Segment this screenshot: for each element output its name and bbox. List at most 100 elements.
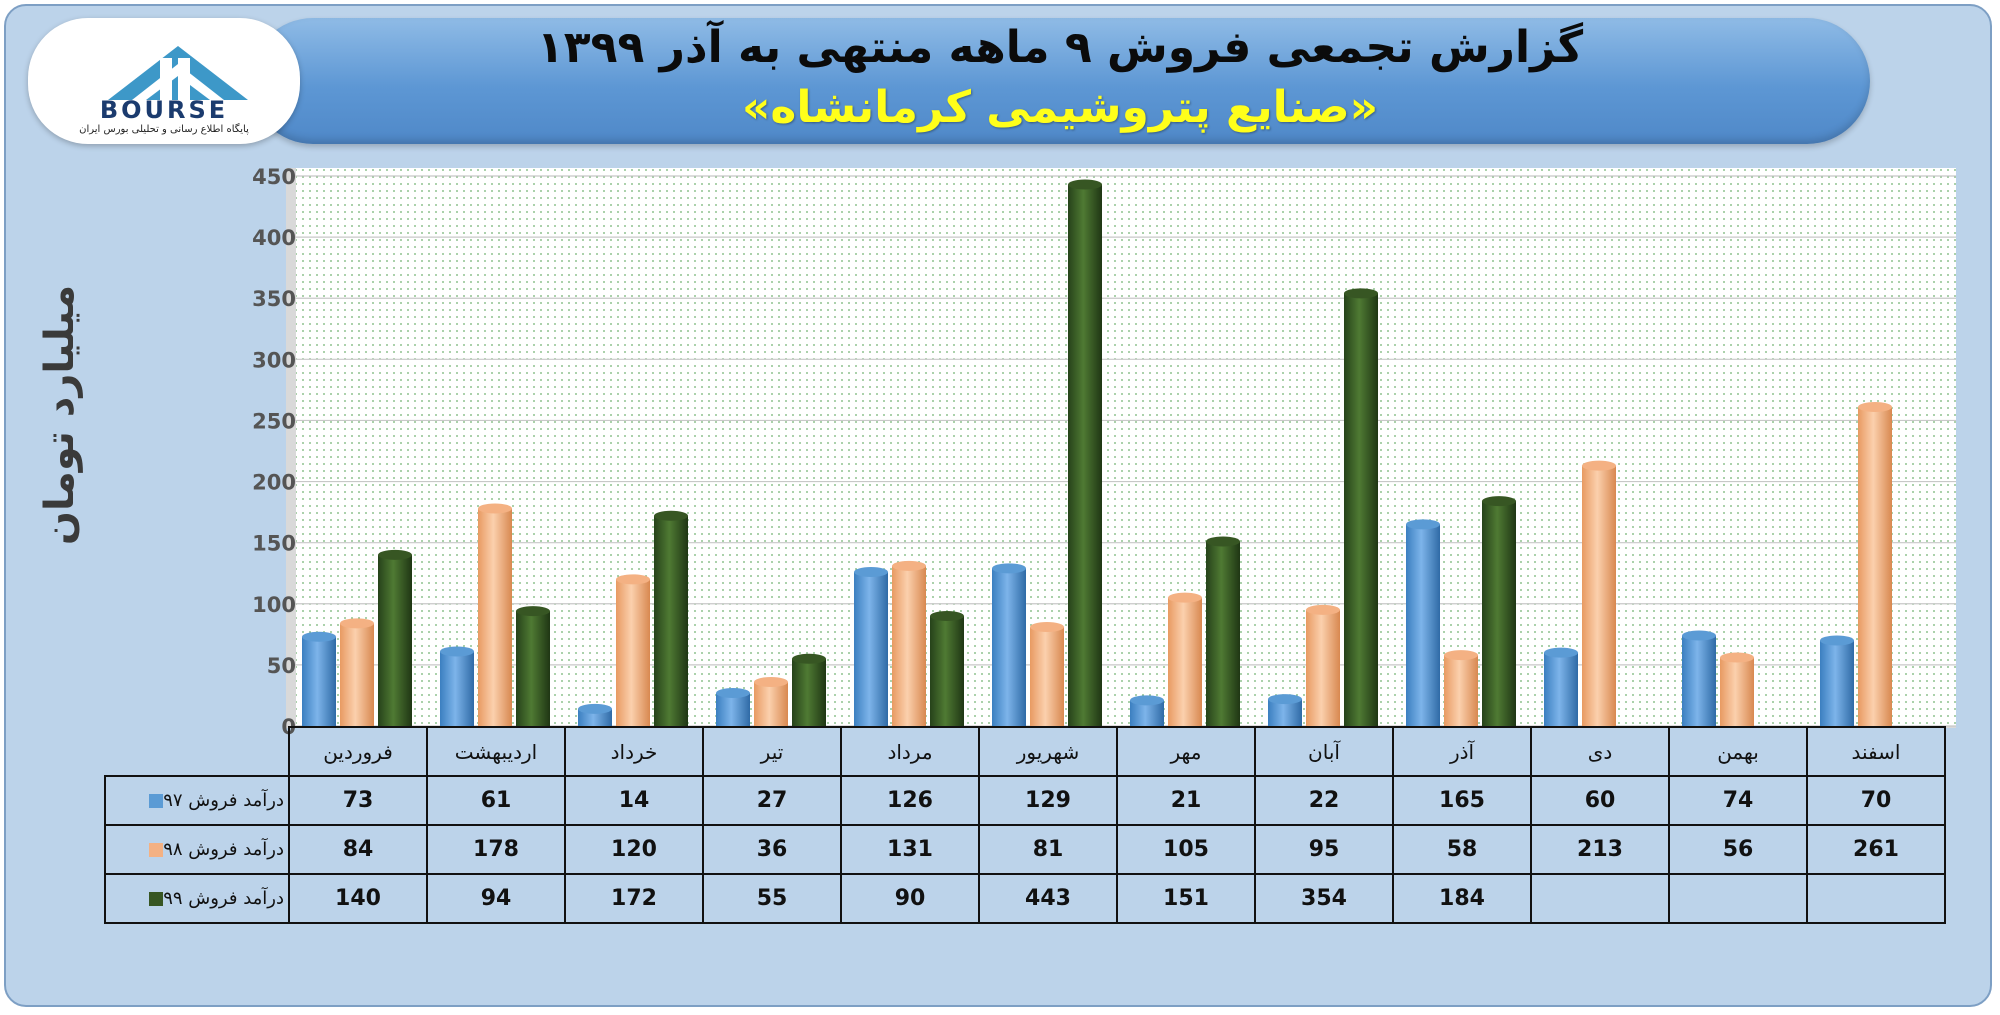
bar-body xyxy=(478,508,512,726)
title-banner xyxy=(250,18,1870,144)
y-tick-label: 450 xyxy=(252,165,296,189)
bar-cap xyxy=(1268,694,1302,705)
bar xyxy=(754,677,788,726)
category-label: مرداد xyxy=(840,726,980,777)
legend-label: درآمد فروش ۹۸ xyxy=(163,839,284,860)
data-label: 120 xyxy=(564,824,704,875)
bar-body xyxy=(930,616,964,726)
bar-cap xyxy=(1168,592,1202,603)
data-label: 58 xyxy=(1392,824,1532,875)
bar xyxy=(1130,695,1164,726)
table-header-row: فروردین اردیبهشت خرداد تیر مرداد شهریور مهر آبا… xyxy=(105,726,1946,777)
bar-cap xyxy=(716,688,750,698)
bar xyxy=(892,560,926,726)
category-label: خرداد xyxy=(564,726,704,777)
bar-body xyxy=(1820,640,1854,726)
data-label: 443 xyxy=(978,873,1118,924)
y-tick-label: 200 xyxy=(252,471,296,495)
data-label: 56 xyxy=(1668,824,1808,875)
data-label: 213 xyxy=(1530,824,1670,875)
bar xyxy=(1820,635,1854,726)
bar xyxy=(1344,288,1378,726)
bar xyxy=(616,574,650,726)
data-label xyxy=(1530,873,1670,924)
bar xyxy=(1482,496,1516,726)
data-label: 55 xyxy=(702,873,842,924)
data-label: 140 xyxy=(288,873,428,924)
table-row: درآمد فروش ۹۹ 140 94 172 55 90 443 151 354 184 xyxy=(104,873,1946,924)
y-tick-label: 300 xyxy=(252,348,296,372)
bars xyxy=(302,179,1892,727)
data-label: 84 xyxy=(288,824,428,875)
category-label: تیر xyxy=(702,726,842,777)
bar xyxy=(1406,519,1440,726)
logo-text: BOURSE xyxy=(99,96,229,124)
bar-cap xyxy=(1720,652,1754,663)
data-label: 74 xyxy=(1668,775,1808,826)
bar xyxy=(992,563,1026,726)
bar-body xyxy=(854,572,888,726)
category-label: دی xyxy=(1530,726,1670,777)
category-label: فروردین xyxy=(288,726,428,777)
bar-cap xyxy=(478,503,512,514)
bar xyxy=(1068,179,1102,727)
bar-cap xyxy=(854,567,888,577)
logo-subtitle: پایگاه اطلاع رسانی و تحلیلی بورس ایران xyxy=(79,124,249,135)
bar-cap xyxy=(1030,622,1064,632)
bar-cap xyxy=(578,703,612,714)
bar-body xyxy=(716,693,750,726)
bar-body xyxy=(516,611,550,726)
data-label: 70 xyxy=(1806,775,1946,826)
bar-cap xyxy=(340,618,374,629)
bar xyxy=(1444,650,1478,726)
legend-label: درآمد فروش ۹۷ xyxy=(163,790,284,811)
data-label: 172 xyxy=(564,873,704,924)
bar-body xyxy=(1720,657,1754,726)
bar-body xyxy=(340,623,374,726)
bar xyxy=(654,510,688,726)
plot-area xyxy=(296,168,1956,726)
bar-body xyxy=(1306,609,1340,726)
bar-cap xyxy=(1206,536,1240,547)
chart-title: گزارش تجمعی فروش ۹ ماهه منتهی به آذر ۱۳۹… xyxy=(536,22,1584,73)
y-tick-label: 350 xyxy=(252,287,296,311)
bar-cap xyxy=(754,677,788,687)
bar-cap xyxy=(654,510,688,521)
data-label: 105 xyxy=(1116,824,1256,875)
y-tick-label: 50 xyxy=(267,654,296,678)
bar-body xyxy=(378,554,412,726)
bar-cap xyxy=(1820,635,1854,646)
data-label: 165 xyxy=(1392,775,1532,826)
bar-cap xyxy=(1344,288,1378,299)
bar xyxy=(440,646,474,726)
bar xyxy=(1268,694,1302,726)
legend-label: درآمد فروش ۹۹ xyxy=(163,888,284,909)
bar-cap xyxy=(616,574,650,585)
bar-cap xyxy=(1130,695,1164,706)
bourse-logo: BOURSE پایگاه اطلاع رسانی و تحلیلی بورس … xyxy=(28,18,300,144)
bar-body xyxy=(616,579,650,726)
bar xyxy=(792,653,826,726)
bar-body xyxy=(1406,524,1440,726)
data-label: 36 xyxy=(702,824,842,875)
bar xyxy=(930,611,964,726)
bar-body xyxy=(1582,465,1616,726)
category-label: بهمن xyxy=(1668,726,1808,777)
y-tick-label: 150 xyxy=(252,532,296,556)
bar xyxy=(854,567,888,726)
bar-cap xyxy=(1482,496,1516,507)
bar-cap xyxy=(378,549,412,560)
bar xyxy=(1168,592,1202,726)
chart-subtitle: «صنایع پتروشیمی کرمانشاه» xyxy=(741,82,1379,133)
bar xyxy=(1544,647,1578,726)
data-label: 81 xyxy=(978,824,1118,875)
data-label: 61 xyxy=(426,775,566,826)
data-label: 90 xyxy=(840,873,980,924)
category-label: آذر xyxy=(1392,726,1532,777)
bar xyxy=(1030,622,1064,726)
bar xyxy=(1720,652,1754,726)
data-label: 261 xyxy=(1806,824,1946,875)
bar-cap xyxy=(892,560,926,571)
category-label: اسفند xyxy=(1806,726,1946,777)
